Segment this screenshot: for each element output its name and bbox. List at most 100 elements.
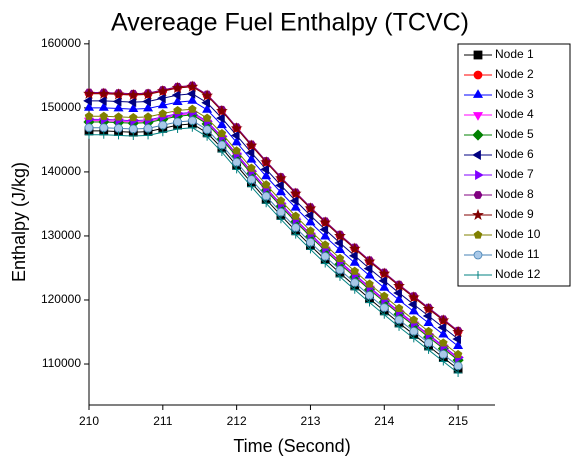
marker	[215, 104, 228, 117]
marker	[275, 180, 284, 191]
marker	[142, 96, 151, 107]
marker	[232, 157, 242, 167]
marker	[203, 132, 212, 141]
marker	[334, 244, 346, 253]
marker	[454, 368, 463, 377]
marker	[473, 230, 483, 239]
marker	[246, 153, 257, 163]
series	[84, 104, 463, 359]
marker	[245, 139, 258, 151]
marker	[409, 326, 419, 336]
series-line	[89, 127, 459, 374]
marker	[363, 263, 373, 274]
marker	[83, 87, 95, 99]
marker	[247, 163, 256, 172]
marker	[128, 124, 138, 134]
marker	[350, 278, 360, 288]
x-tick-label: 212	[227, 414, 247, 428]
marker	[143, 102, 154, 112]
marker	[348, 242, 361, 254]
y-tick-label: 160000	[41, 36, 81, 50]
marker	[365, 298, 374, 307]
marker	[97, 95, 107, 106]
series-line	[89, 123, 459, 370]
marker	[424, 326, 433, 336]
marker	[422, 310, 432, 322]
marker	[158, 109, 168, 118]
marker	[438, 328, 449, 338]
marker	[173, 105, 182, 115]
marker	[202, 103, 213, 113]
marker	[129, 112, 138, 122]
series-line	[89, 100, 459, 347]
x-tick-label: 214	[374, 414, 394, 428]
marker	[230, 130, 240, 141]
marker	[393, 287, 402, 298]
marker	[84, 111, 94, 120]
marker	[408, 299, 417, 310]
marker	[217, 140, 227, 150]
marker	[187, 95, 198, 104]
marker	[394, 315, 404, 325]
series	[84, 119, 463, 374]
marker	[378, 275, 388, 286]
series	[86, 107, 464, 363]
x-tick-label: 215	[448, 414, 468, 428]
marker	[128, 103, 139, 113]
marker	[407, 291, 420, 303]
marker	[348, 250, 358, 261]
marker	[321, 259, 330, 268]
marker	[232, 165, 241, 174]
legend-label: Node 4	[495, 107, 534, 121]
series	[85, 123, 463, 377]
marker	[144, 131, 153, 140]
legend-label: Node 12	[495, 267, 541, 281]
marker	[171, 90, 181, 101]
marker	[408, 305, 419, 315]
legend: Node 1 Node 2 Node 3 Node 4 Node 5 Node 6 Node…	[457, 43, 571, 287]
marker	[276, 215, 285, 224]
marker	[261, 180, 271, 189]
marker	[365, 279, 374, 288]
marker	[113, 102, 124, 112]
marker	[143, 112, 153, 121]
marker	[261, 191, 271, 201]
marker	[232, 146, 241, 155]
marker	[143, 123, 153, 133]
marker	[439, 357, 448, 366]
marker	[112, 88, 125, 100]
marker	[304, 210, 314, 221]
marker	[394, 303, 404, 312]
marker	[291, 223, 301, 233]
marker	[83, 102, 95, 111]
marker	[260, 164, 270, 175]
marker	[363, 255, 376, 267]
marker	[157, 93, 166, 104]
series	[83, 80, 465, 338]
marker	[99, 123, 109, 133]
marker	[127, 97, 137, 108]
series	[83, 88, 461, 345]
marker	[99, 111, 109, 120]
marker	[304, 202, 317, 214]
marker	[187, 116, 197, 126]
marker	[439, 338, 448, 347]
marker	[349, 257, 360, 266]
marker	[319, 224, 329, 235]
marker	[85, 130, 93, 139]
marker	[291, 230, 300, 239]
marker	[114, 123, 123, 133]
marker	[472, 129, 484, 141]
marker	[142, 88, 154, 100]
marker	[350, 266, 360, 275]
marker	[472, 208, 484, 221]
marker	[452, 325, 465, 338]
marker	[275, 186, 286, 196]
marker	[98, 102, 109, 111]
marker	[99, 130, 108, 139]
marker	[320, 252, 330, 261]
marker	[186, 80, 199, 92]
marker	[217, 128, 227, 138]
marker	[424, 345, 433, 354]
marker	[306, 245, 315, 254]
